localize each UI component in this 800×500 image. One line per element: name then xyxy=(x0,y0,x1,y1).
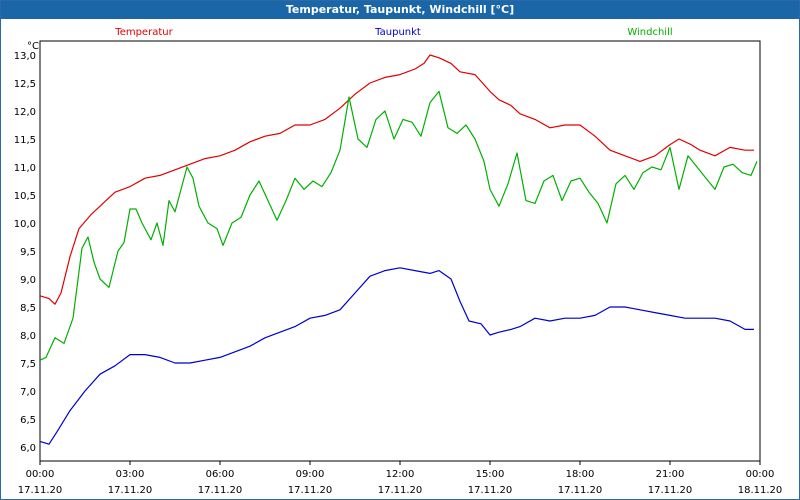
window-title: Temperatur, Taupunkt, Windchill [°C] xyxy=(1,1,799,19)
series-line-windchill xyxy=(39,90,758,361)
y-tick-label: 13,0 xyxy=(14,51,36,62)
x-tick-time: 06:00 xyxy=(206,469,235,480)
y-tick-label: 7,5 xyxy=(20,359,36,370)
y-tick-label: 11,5 xyxy=(14,135,36,146)
x-tick-date: 17.11.20 xyxy=(108,485,153,496)
axes: 6,0 6,5 7,0 7,5 8,0 8,5 9,0 9,5 10,0 10,5 11,0 11,5… xyxy=(14,40,783,496)
x-tick-date: 17.11.20 xyxy=(648,485,693,496)
plot-area xyxy=(39,40,761,462)
x-tick-date: 17.11.20 xyxy=(468,485,513,496)
x-tick-time: 15:00 xyxy=(476,469,505,480)
x-tick-date: 17.11.20 xyxy=(288,485,333,496)
y-tick-label: 8,5 xyxy=(20,303,36,314)
x-tick-date: 17.11.20 xyxy=(558,485,603,496)
series-line-taupunkt xyxy=(39,267,754,445)
x-tick-time: 09:00 xyxy=(296,469,325,480)
series-line-temperatur xyxy=(39,54,754,305)
y-axis-label: °C xyxy=(27,41,39,52)
x-tick-date: 17.11.20 xyxy=(378,485,423,496)
series-lines xyxy=(39,54,758,445)
y-tick-label: 10,5 xyxy=(14,191,36,202)
x-tick-time: 00:00 xyxy=(26,469,55,480)
x-tick-date: 17.11.20 xyxy=(18,485,63,496)
x-tick-time: 03:00 xyxy=(116,469,145,480)
y-tick-label: 6,5 xyxy=(20,415,36,426)
x-tick-date: 18.11.20 xyxy=(738,485,783,496)
y-tick-label: 10,0 xyxy=(14,219,36,230)
x-tick-time: 18:00 xyxy=(566,469,595,480)
x-tick-time: 12:00 xyxy=(386,469,415,480)
legend-temperatur: Temperatur xyxy=(114,27,173,38)
x-tick-date: 17.11.20 xyxy=(198,485,243,496)
y-tick-label: 12,0 xyxy=(14,107,36,118)
y-tick-label: 8,0 xyxy=(20,331,36,342)
y-tick-label: 9,5 xyxy=(20,247,36,258)
legend-windchill: Windchill xyxy=(627,27,672,38)
legend-taupunkt: Taupunkt xyxy=(374,27,421,38)
y-tick-label: 9,0 xyxy=(20,275,36,286)
y-tick-label: 12,5 xyxy=(14,79,36,90)
y-tick-label: 11,0 xyxy=(14,163,36,174)
y-tick-label: 6,0 xyxy=(20,443,36,454)
y-tick-label: 7,0 xyxy=(20,387,36,398)
x-tick-time: 21:00 xyxy=(656,469,685,480)
legend: Temperatur Taupunkt Windchill xyxy=(114,27,672,38)
x-tick-time: 00:00 xyxy=(746,469,775,480)
